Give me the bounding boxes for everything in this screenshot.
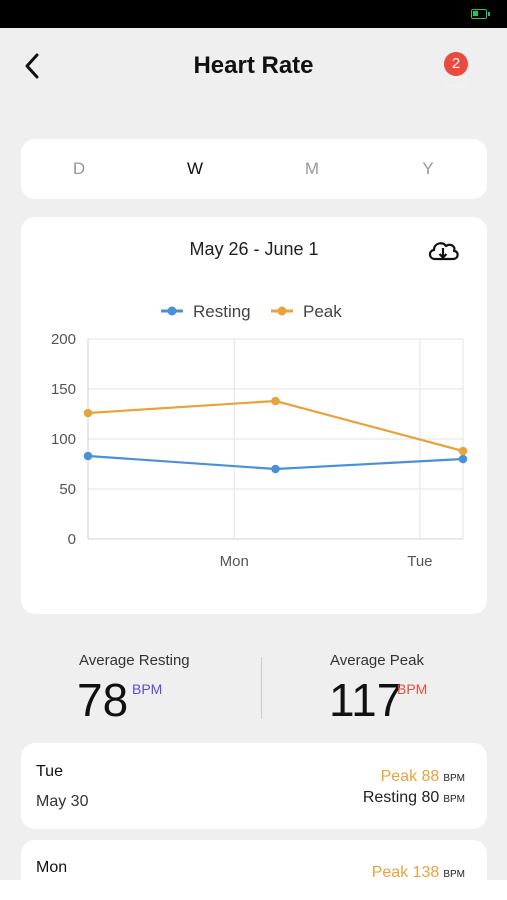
data-point <box>458 446 468 456</box>
data-point <box>271 464 280 474</box>
bottom-strip <box>0 880 507 900</box>
period-selector: D W M Y <box>21 139 487 199</box>
chart-card: May 26 - June 1 0 50 100 150 200 Mon Tue Restin… <box>21 217 487 614</box>
y-tick-label: 0 <box>68 531 76 548</box>
notification-badge: 2 <box>444 52 468 76</box>
resting-unit: BPM <box>443 794 465 805</box>
y-tick-label: 150 <box>51 381 76 398</box>
avg-peak-unit: BPM <box>397 681 428 697</box>
cart-icon <box>442 77 468 91</box>
day-name: Mon <box>36 859 68 876</box>
peak-unit: BPM <box>443 773 465 784</box>
peak-text: Peak 138 <box>371 864 440 880</box>
day-card-tue[interactable]: Tue May 30 Peak 88 BPM Resting 80 BPM <box>21 743 487 829</box>
tab-week[interactable]: W <box>186 159 204 178</box>
y-tick-label: 50 <box>59 481 76 498</box>
battery-icon <box>471 9 490 19</box>
avg-peak-label: Average Peak <box>330 652 424 669</box>
tab-month[interactable]: M <box>304 159 320 178</box>
header: Heart Rate 2 <box>0 28 507 108</box>
date-range-label: May 26 - June 1 <box>189 239 319 259</box>
series-line <box>87 399 464 453</box>
x-tick-label: Tue <box>407 553 432 570</box>
notifications-button[interactable]: 2 <box>438 52 472 92</box>
day-date: May 30 <box>36 793 89 810</box>
data-point <box>458 454 468 464</box>
data-point <box>83 451 93 461</box>
y-tick-label: 200 <box>51 331 76 348</box>
data-point <box>83 408 93 418</box>
avg-divider <box>261 657 262 719</box>
peak-reading: Peak 138 BPM <box>372 864 465 880</box>
avg-resting-value: 78 <box>77 674 129 726</box>
day-name: Tue <box>36 763 63 780</box>
page-title: Heart Rate <box>193 52 314 79</box>
peak-text: Peak 88 <box>380 768 440 785</box>
averages-row: Average Resting 78 BPM Average Peak 117 … <box>0 633 507 728</box>
avg-resting-unit: BPM <box>132 681 163 697</box>
peak-unit: BPM <box>443 869 465 880</box>
tab-year[interactable]: Y <box>422 159 434 178</box>
data-point <box>271 396 280 406</box>
x-tick-label: Mon <box>220 553 249 570</box>
screen: Heart Rate 2 D W M Y May 26 - June 1 0 50… <box>0 28 507 880</box>
tab-day[interactable]: D <box>72 159 86 178</box>
legend-label: Resting <box>193 302 251 321</box>
legend-label: Peak <box>303 302 342 321</box>
peak-reading: Peak 88 BPM <box>381 768 465 786</box>
y-tick-label: 100 <box>51 431 76 448</box>
resting-text: Resting 80 <box>362 789 440 806</box>
resting-reading: Resting 80 BPM <box>363 789 465 807</box>
legend-marker <box>167 306 177 316</box>
status-bar <box>0 0 507 28</box>
legend-marker <box>277 306 287 316</box>
avg-resting-label: Average Resting <box>79 652 190 669</box>
avg-peak-value: 117 <box>329 674 403 726</box>
back-button[interactable] <box>18 50 46 82</box>
day-card-mon[interactable]: Mon Peak 138 BPM <box>21 840 487 880</box>
chevron-left-icon <box>25 53 39 79</box>
download-button[interactable] <box>425 235 461 265</box>
heart-rate-chart: 0 50 100 150 200 Mon Tue Resting Peak <box>51 302 468 570</box>
cloud-download-icon <box>428 242 459 261</box>
